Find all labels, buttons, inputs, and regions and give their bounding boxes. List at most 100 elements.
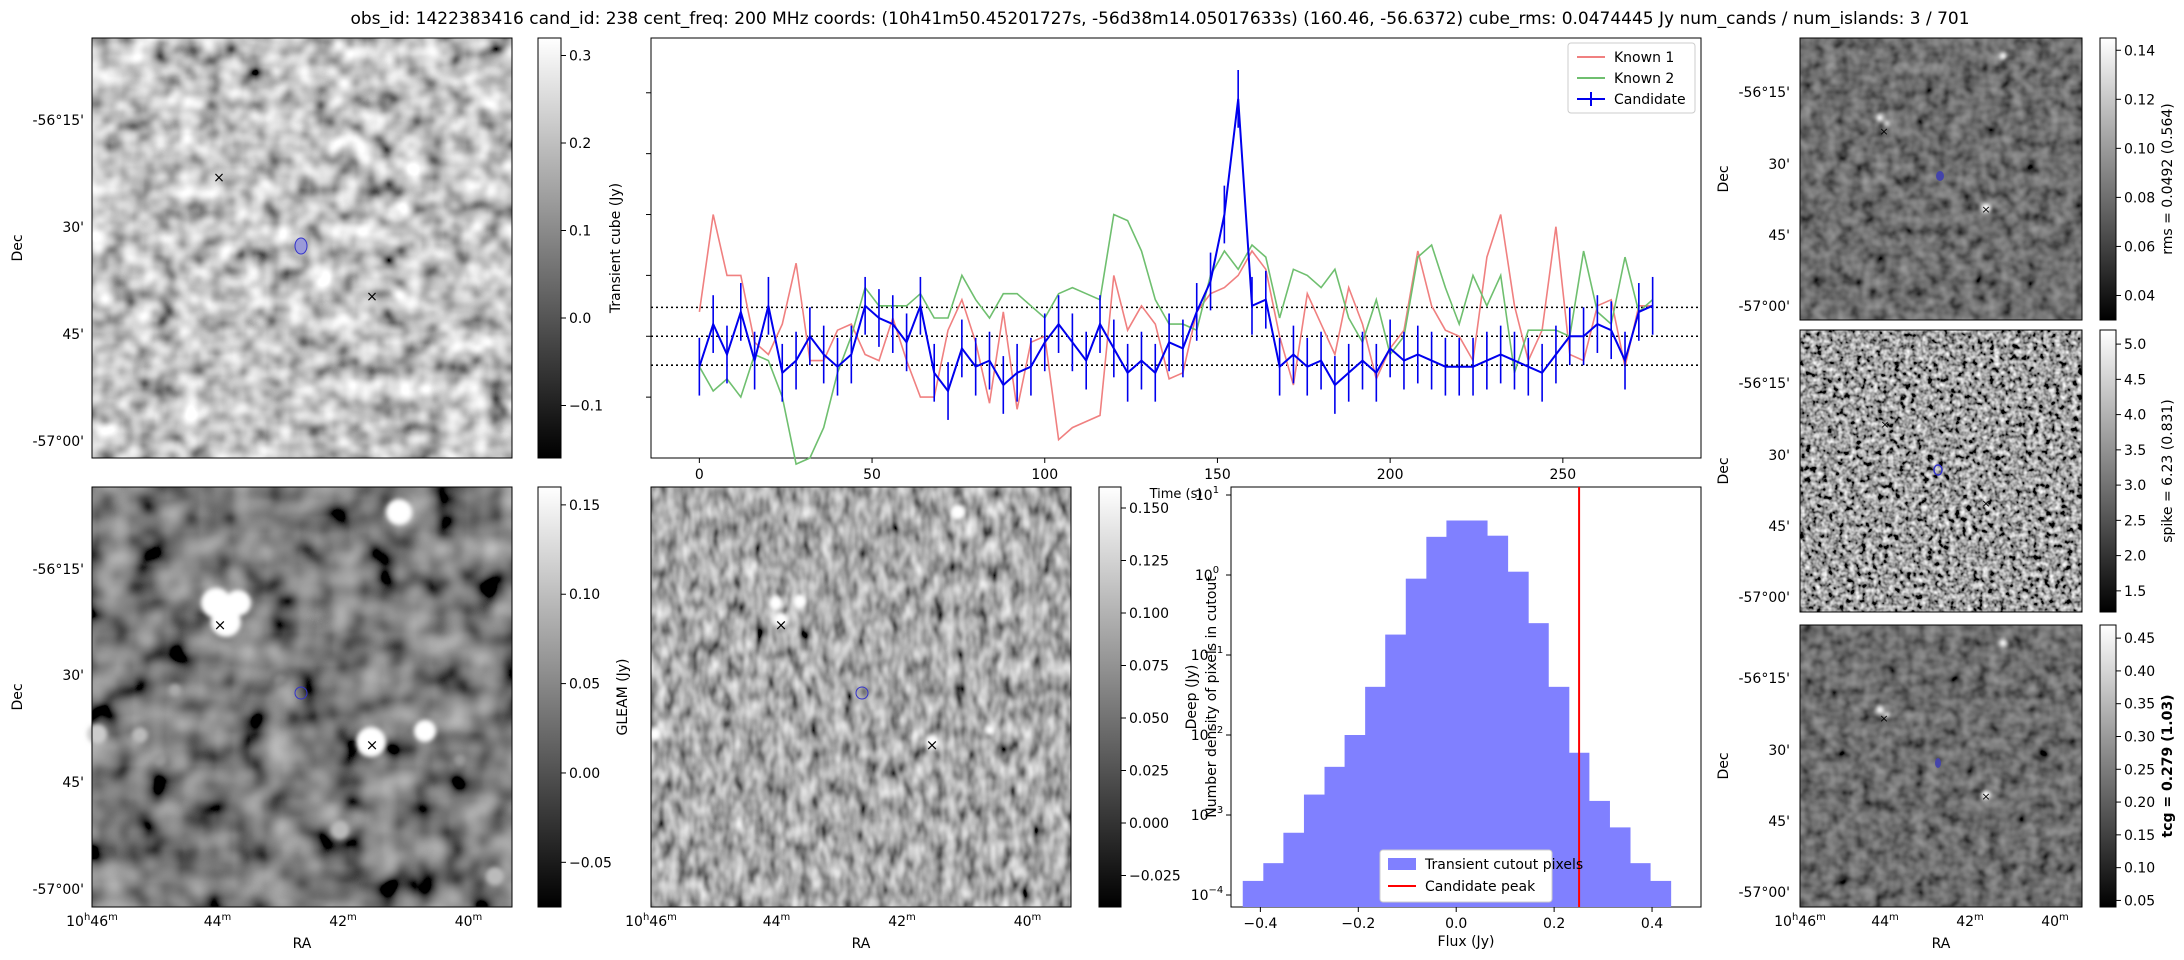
ra-tick-label: 44m — [1871, 912, 1899, 930]
colorbar — [2099, 37, 2117, 321]
x-tick-label: 0 — [695, 467, 704, 483]
ra-tick-value: 40 — [455, 914, 473, 930]
histogram-bar — [1466, 520, 1488, 907]
ra-tick-label: 42m — [1956, 912, 1984, 930]
colorbar-tick-label: 0.20 — [2124, 795, 2155, 811]
histogram-bar — [1426, 536, 1447, 907]
candidate-contour — [1935, 758, 1941, 768]
known1-marker: × — [366, 736, 379, 754]
colorbar-tick-label: 0.12 — [2124, 92, 2155, 108]
dec-axis-label: Dec — [10, 234, 26, 261]
colorbar-tick-label: 0.15 — [569, 498, 600, 514]
dec-tick-label: -56°15' — [32, 562, 84, 578]
transient-image-dec-ticks: -56°15' 30' 45' -57°00' — [32, 113, 84, 450]
spike-image-dec-ticks: -56°15' 30' 45' -57°00' — [1738, 376, 1790, 606]
y-tick-base: 10 — [1191, 808, 1209, 824]
histogram-bar — [1650, 880, 1672, 907]
x-tick-label: −0.2 — [1341, 916, 1375, 932]
y-tick-base: 10 — [1191, 888, 1209, 904]
known1-marker: × — [1981, 203, 1990, 216]
dec-tick-label: -56°15' — [1738, 671, 1790, 687]
colorbar-ticks: 0.15 0.10 0.05 0.00 −0.05 — [561, 498, 612, 871]
ra-tick-unit: m — [2059, 912, 2069, 923]
histogram-bar — [1303, 794, 1326, 907]
ra-tick-unit: h — [84, 912, 90, 923]
x-tick-label: 150 — [1204, 467, 1231, 483]
known-2-line — [698, 213, 1654, 466]
colorbar-ticks: 0.45 0.40 0.35 0.30 0.25 0.20 0.15 0.10 0.05 — [2116, 631, 2155, 909]
colorbar-tick-label: 0.150 — [1129, 501, 1169, 517]
tcg-image-dec-ticks: -56°15' 30' 45' -57°00' — [1738, 671, 1790, 901]
candidate-contour — [855, 686, 869, 700]
histogram-bar — [1324, 766, 1346, 907]
lightcurve-panel: 0 50 100 150 200 250 Known 1 Known 2 Candidat… — [646, 37, 1702, 502]
ra-tick-labels: 10h46m 44m 42m 40m — [66, 912, 482, 930]
dec-tick-label: 45' — [62, 775, 84, 791]
dec-tick-label: 45' — [62, 327, 84, 343]
known-1-line — [698, 214, 1653, 442]
dec-tick-label: 30' — [1768, 743, 1790, 759]
known1-marker: × — [1981, 497, 1990, 510]
ra-tick-value: 40 — [2041, 914, 2059, 930]
x-tick-label: 100 — [1031, 467, 1058, 483]
colorbar-tick-label: 0.025 — [1129, 764, 1169, 780]
known1-marker: × — [1981, 790, 1990, 803]
colorbar-tick-label: 0.14 — [2124, 43, 2155, 59]
gleam-image-frame — [650, 486, 1072, 908]
lightcurve-frame — [650, 37, 1702, 459]
colorbar-label: rms = 0.0492 (0.564) — [2160, 103, 2176, 255]
y-tick-label: 10−4 — [1191, 885, 1224, 904]
colorbar-tick-label: 0.15 — [2124, 828, 2155, 844]
tcg-image-sources — [1876, 639, 2007, 800]
colorbar-tick-label: 0.06 — [2124, 239, 2155, 255]
y-tick-label: 10−1 — [1191, 645, 1224, 664]
ra-tick-unit: h — [643, 912, 649, 923]
deep-image-noise — [92, 487, 512, 907]
dec-tick-label: -56°15' — [1738, 85, 1790, 101]
colorbar-tick-label: 0.075 — [1129, 659, 1169, 675]
spike-image-frame — [1799, 329, 2083, 613]
colorbar-tick-label: 0.25 — [2124, 762, 2155, 778]
spike-image-noise — [1800, 330, 2082, 612]
deep-image-dec-ticks: -56°15' 30' 45' -57°00' — [32, 562, 84, 898]
dec-axis-label: Dec — [1716, 457, 1732, 484]
y-tick-base: 10 — [1195, 568, 1213, 584]
tcg-image-noise — [1800, 625, 2082, 907]
colorbar-tick-label: −0.05 — [569, 855, 612, 871]
ra-tick-label: 44m — [763, 912, 791, 930]
ra-tick-unit: m — [906, 912, 916, 923]
ra-tick-unit: m — [347, 912, 357, 923]
legend-box — [1567, 42, 1696, 114]
dec-tick-label: -57°00' — [1738, 885, 1790, 901]
colorbar-tick-label: 4.5 — [2124, 372, 2146, 388]
known2-marker: × — [1879, 125, 1888, 138]
known1-marker: × — [926, 736, 939, 754]
x-tick-label: 0.2 — [1543, 916, 1565, 932]
ra-tick-labels: 10h46m 44m 42m 40m — [1774, 912, 2069, 930]
ra-tick-label: 44m — [204, 912, 232, 930]
colorbar-tick-label: 0.0 — [569, 311, 591, 327]
colorbar-tick-label: 0.125 — [1129, 554, 1169, 570]
deep-image-sources — [87, 499, 504, 885]
dec-tick-label: -57°00' — [1738, 299, 1790, 315]
ra-tick-label: 40m — [455, 912, 483, 930]
ra-tick-value: 46 — [1798, 914, 1816, 930]
ra-tick-label: 10h46m — [66, 912, 118, 930]
candidate-contour — [1936, 171, 1944, 181]
histogram-bar — [1385, 634, 1407, 907]
ra-tick-unit: m — [1032, 912, 1042, 923]
x-tick-label: 0.4 — [1641, 916, 1663, 932]
legend-label: Transient cutout pixels — [1424, 857, 1583, 873]
dec-tick-label: 45' — [1768, 228, 1790, 244]
dec-axis-label: Dec — [1716, 752, 1732, 779]
x-tick-label: 0.0 — [1445, 916, 1467, 932]
y-tick-base: 10 — [1191, 648, 1209, 664]
lightcurve-xlabel: Time (s) — [1149, 487, 1203, 502]
colorbar-tick-label: −0.025 — [1129, 869, 1181, 885]
x-tick-label: 50 — [863, 467, 881, 483]
colorbar-tick-label: 0.05 — [2124, 893, 2155, 909]
histogram-bar — [1528, 623, 1549, 907]
ra-tick-unit: m — [1974, 912, 1984, 923]
histogram-bar — [1588, 800, 1610, 907]
y-tick-exponent: 0 — [1213, 565, 1219, 576]
